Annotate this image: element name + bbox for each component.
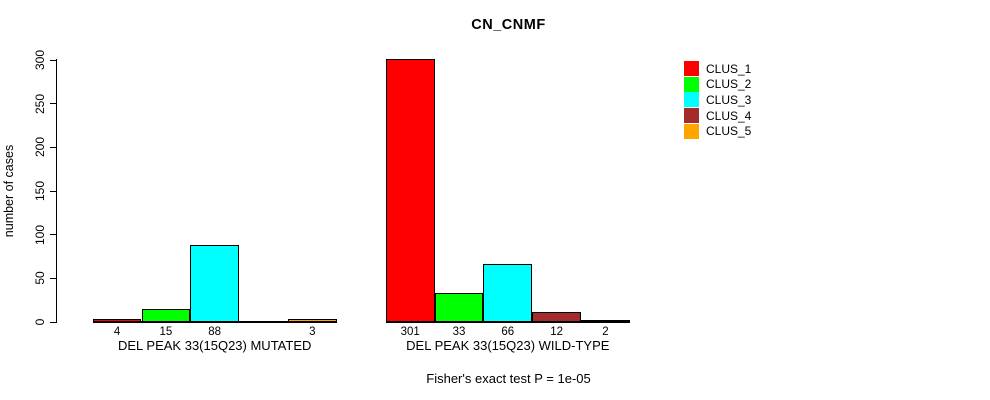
y-tick-label: 150: [33, 180, 47, 202]
y-tick-label: 0: [33, 318, 47, 326]
legend-item: CLUS_2: [684, 76, 752, 93]
bar-value-label: 15: [159, 326, 173, 338]
bar-value-label: 3: [309, 326, 316, 338]
legend-item: CLUS_1: [684, 61, 751, 77]
bar-value-label: 301: [400, 326, 420, 338]
legend-swatch: [684, 76, 699, 92]
legend-label: CLUS_2: [706, 77, 752, 92]
y-tick: [50, 59, 57, 61]
y-tick: [50, 321, 57, 323]
y-tick-label: 250: [33, 93, 47, 114]
legend-swatch: [684, 61, 699, 77]
group-label: DEL PEAK 33(15Q23) WILD-TYPE: [406, 338, 610, 353]
y-tick-label: 50: [33, 271, 47, 286]
legend-label: CLUS_1: [706, 61, 752, 76]
bar-clus_1-group2: [385, 59, 435, 322]
group-label: DEL PEAK 33(15Q23) MUTATED: [118, 338, 312, 353]
legend-item: CLUS_3: [684, 92, 751, 108]
y-tick: [50, 190, 57, 192]
bar-value-label: 4: [113, 326, 121, 338]
legend-swatch: [684, 92, 699, 108]
legend-label: CLUS_4: [706, 108, 752, 123]
y-tick: [50, 277, 57, 279]
bar-value-label: 88: [208, 326, 222, 338]
y-tick: [50, 103, 57, 105]
bar-value-label: 2: [602, 326, 609, 338]
bar-clus_2-group2: [434, 293, 484, 322]
y-tick-label: 100: [33, 224, 47, 245]
legend-item: CLUS_5: [684, 123, 751, 139]
legend: CLUS_1 CLUS_2 CLUS_3 CLUS_4 CLUS_5: [684, 61, 751, 139]
chart-title: CN_CNMF: [471, 17, 546, 33]
legend-label: CLUS_3: [706, 92, 752, 107]
legend-item: CLUS_4: [684, 108, 751, 124]
y-tick: [50, 234, 57, 236]
bar-value-label: 12: [550, 326, 563, 338]
bar-value-label: 66: [501, 326, 515, 338]
legend-swatch: [684, 123, 699, 139]
y-tick-label: 300: [33, 49, 47, 71]
group-baseline: [385, 321, 630, 323]
y-tick: [50, 146, 57, 148]
bar-clus_3-group2: [483, 264, 533, 322]
fisher-note: Fisher's exact test P = 1e-05: [426, 371, 591, 386]
group-baseline: [92, 321, 337, 323]
bar-clus_3-group1: [190, 245, 240, 322]
y-tick-label: 200: [33, 137, 47, 158]
y-axis-label: number of cases: [2, 144, 16, 238]
legend-label: CLUS_5: [706, 124, 752, 139]
legend-swatch: [684, 108, 699, 124]
bar-value-label: 33: [452, 326, 466, 338]
